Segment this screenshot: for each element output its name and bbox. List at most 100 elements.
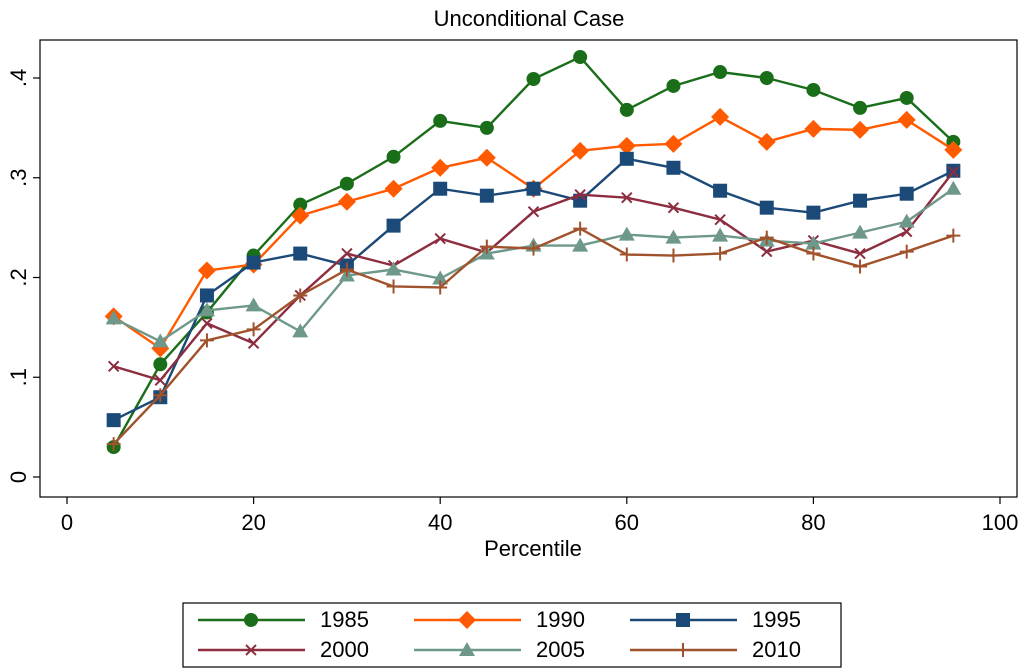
y-tick-label: .1: [6, 368, 31, 386]
marker: [293, 288, 308, 303]
marker: [897, 110, 916, 129]
marker: [667, 201, 680, 214]
legend-label: 2000: [320, 637, 369, 662]
marker: [386, 149, 401, 164]
marker: [153, 388, 168, 403]
marker: [619, 151, 634, 166]
marker: [714, 213, 726, 226]
marker: [713, 65, 728, 80]
plot-frame: [39, 39, 1018, 498]
marker: [944, 140, 963, 159]
marker: [153, 357, 168, 372]
marker: [199, 288, 214, 303]
marker: [676, 643, 690, 657]
marker: [526, 71, 541, 86]
marker: [759, 71, 774, 85]
legend-label: 1990: [536, 607, 585, 632]
marker: [617, 136, 636, 155]
marker: [244, 613, 258, 627]
marker: [852, 224, 869, 239]
x-tick-label: 60: [615, 510, 639, 535]
marker: [900, 225, 913, 238]
x-tick-label: 20: [241, 510, 265, 535]
marker: [197, 261, 216, 280]
marker: [386, 279, 401, 294]
marker: [199, 333, 214, 348]
marker: [853, 193, 868, 208]
x-tick-label: 40: [428, 510, 452, 535]
marker: [898, 213, 915, 228]
marker: [527, 205, 540, 218]
marker: [806, 82, 821, 97]
marker: [384, 179, 403, 198]
marker: [106, 413, 121, 428]
marker: [574, 189, 586, 201]
marker: [339, 176, 354, 191]
legend-label: 2005: [536, 637, 585, 662]
legend-label: 1985: [320, 607, 369, 632]
marker: [386, 218, 401, 233]
marker: [853, 259, 868, 274]
marker: [711, 107, 730, 126]
marker: [432, 270, 449, 285]
marker: [676, 613, 690, 627]
marker: [573, 50, 588, 65]
marker: [666, 248, 681, 263]
marker: [198, 302, 215, 317]
marker: [618, 226, 635, 241]
marker: [291, 206, 310, 225]
marker: [245, 644, 257, 656]
marker: [619, 247, 634, 262]
marker: [573, 221, 588, 236]
marker: [851, 120, 870, 139]
marker: [899, 90, 914, 105]
marker: [247, 337, 260, 350]
marker: [713, 183, 728, 198]
marker: [105, 310, 122, 325]
marker: [479, 120, 494, 135]
chart-title: Unconditional Case: [434, 6, 625, 31]
marker: [854, 247, 866, 260]
marker: [761, 245, 773, 258]
marker: [201, 317, 213, 330]
marker: [666, 78, 681, 93]
marker: [433, 280, 448, 295]
marker: [337, 192, 356, 211]
marker: [293, 197, 308, 212]
marker: [459, 642, 475, 656]
marker: [572, 237, 589, 252]
marker: [804, 119, 823, 138]
marker: [666, 160, 681, 175]
marker: [341, 247, 353, 260]
marker: [713, 246, 728, 261]
marker: [479, 188, 494, 203]
marker: [899, 244, 914, 259]
y-tick-label: .2: [6, 268, 31, 286]
marker: [152, 333, 169, 348]
marker: [154, 374, 167, 386]
marker: [433, 181, 448, 196]
marker: [434, 232, 446, 245]
legend-label: 2010: [752, 637, 801, 662]
marker: [946, 228, 961, 243]
marker: [621, 191, 633, 204]
marker: [458, 611, 476, 629]
legend-frame: [182, 602, 842, 668]
marker: [759, 230, 774, 245]
marker: [945, 180, 962, 195]
marker: [757, 132, 776, 151]
x-tick-label: 80: [801, 510, 825, 535]
marker: [712, 227, 729, 242]
marker: [477, 148, 496, 167]
marker: [899, 186, 914, 201]
marker: [571, 141, 590, 160]
marker: [433, 113, 448, 128]
y-tick-label: .3: [6, 169, 31, 187]
marker: [293, 246, 308, 261]
x-tick-label: 100: [982, 510, 1019, 535]
marker: [526, 241, 541, 256]
marker: [385, 261, 402, 276]
marker: [339, 262, 354, 277]
marker: [526, 181, 541, 196]
